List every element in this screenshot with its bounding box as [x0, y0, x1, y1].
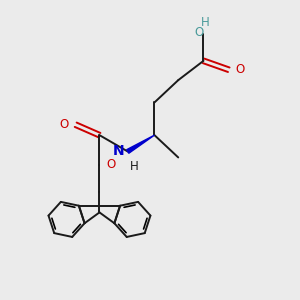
- Text: O: O: [194, 26, 203, 39]
- Text: H: H: [201, 16, 209, 29]
- Text: H: H: [130, 160, 139, 173]
- Text: N: N: [112, 145, 124, 158]
- Text: O: O: [235, 63, 244, 76]
- Text: O: O: [59, 118, 68, 131]
- Polygon shape: [127, 135, 154, 153]
- Text: O: O: [106, 158, 115, 171]
